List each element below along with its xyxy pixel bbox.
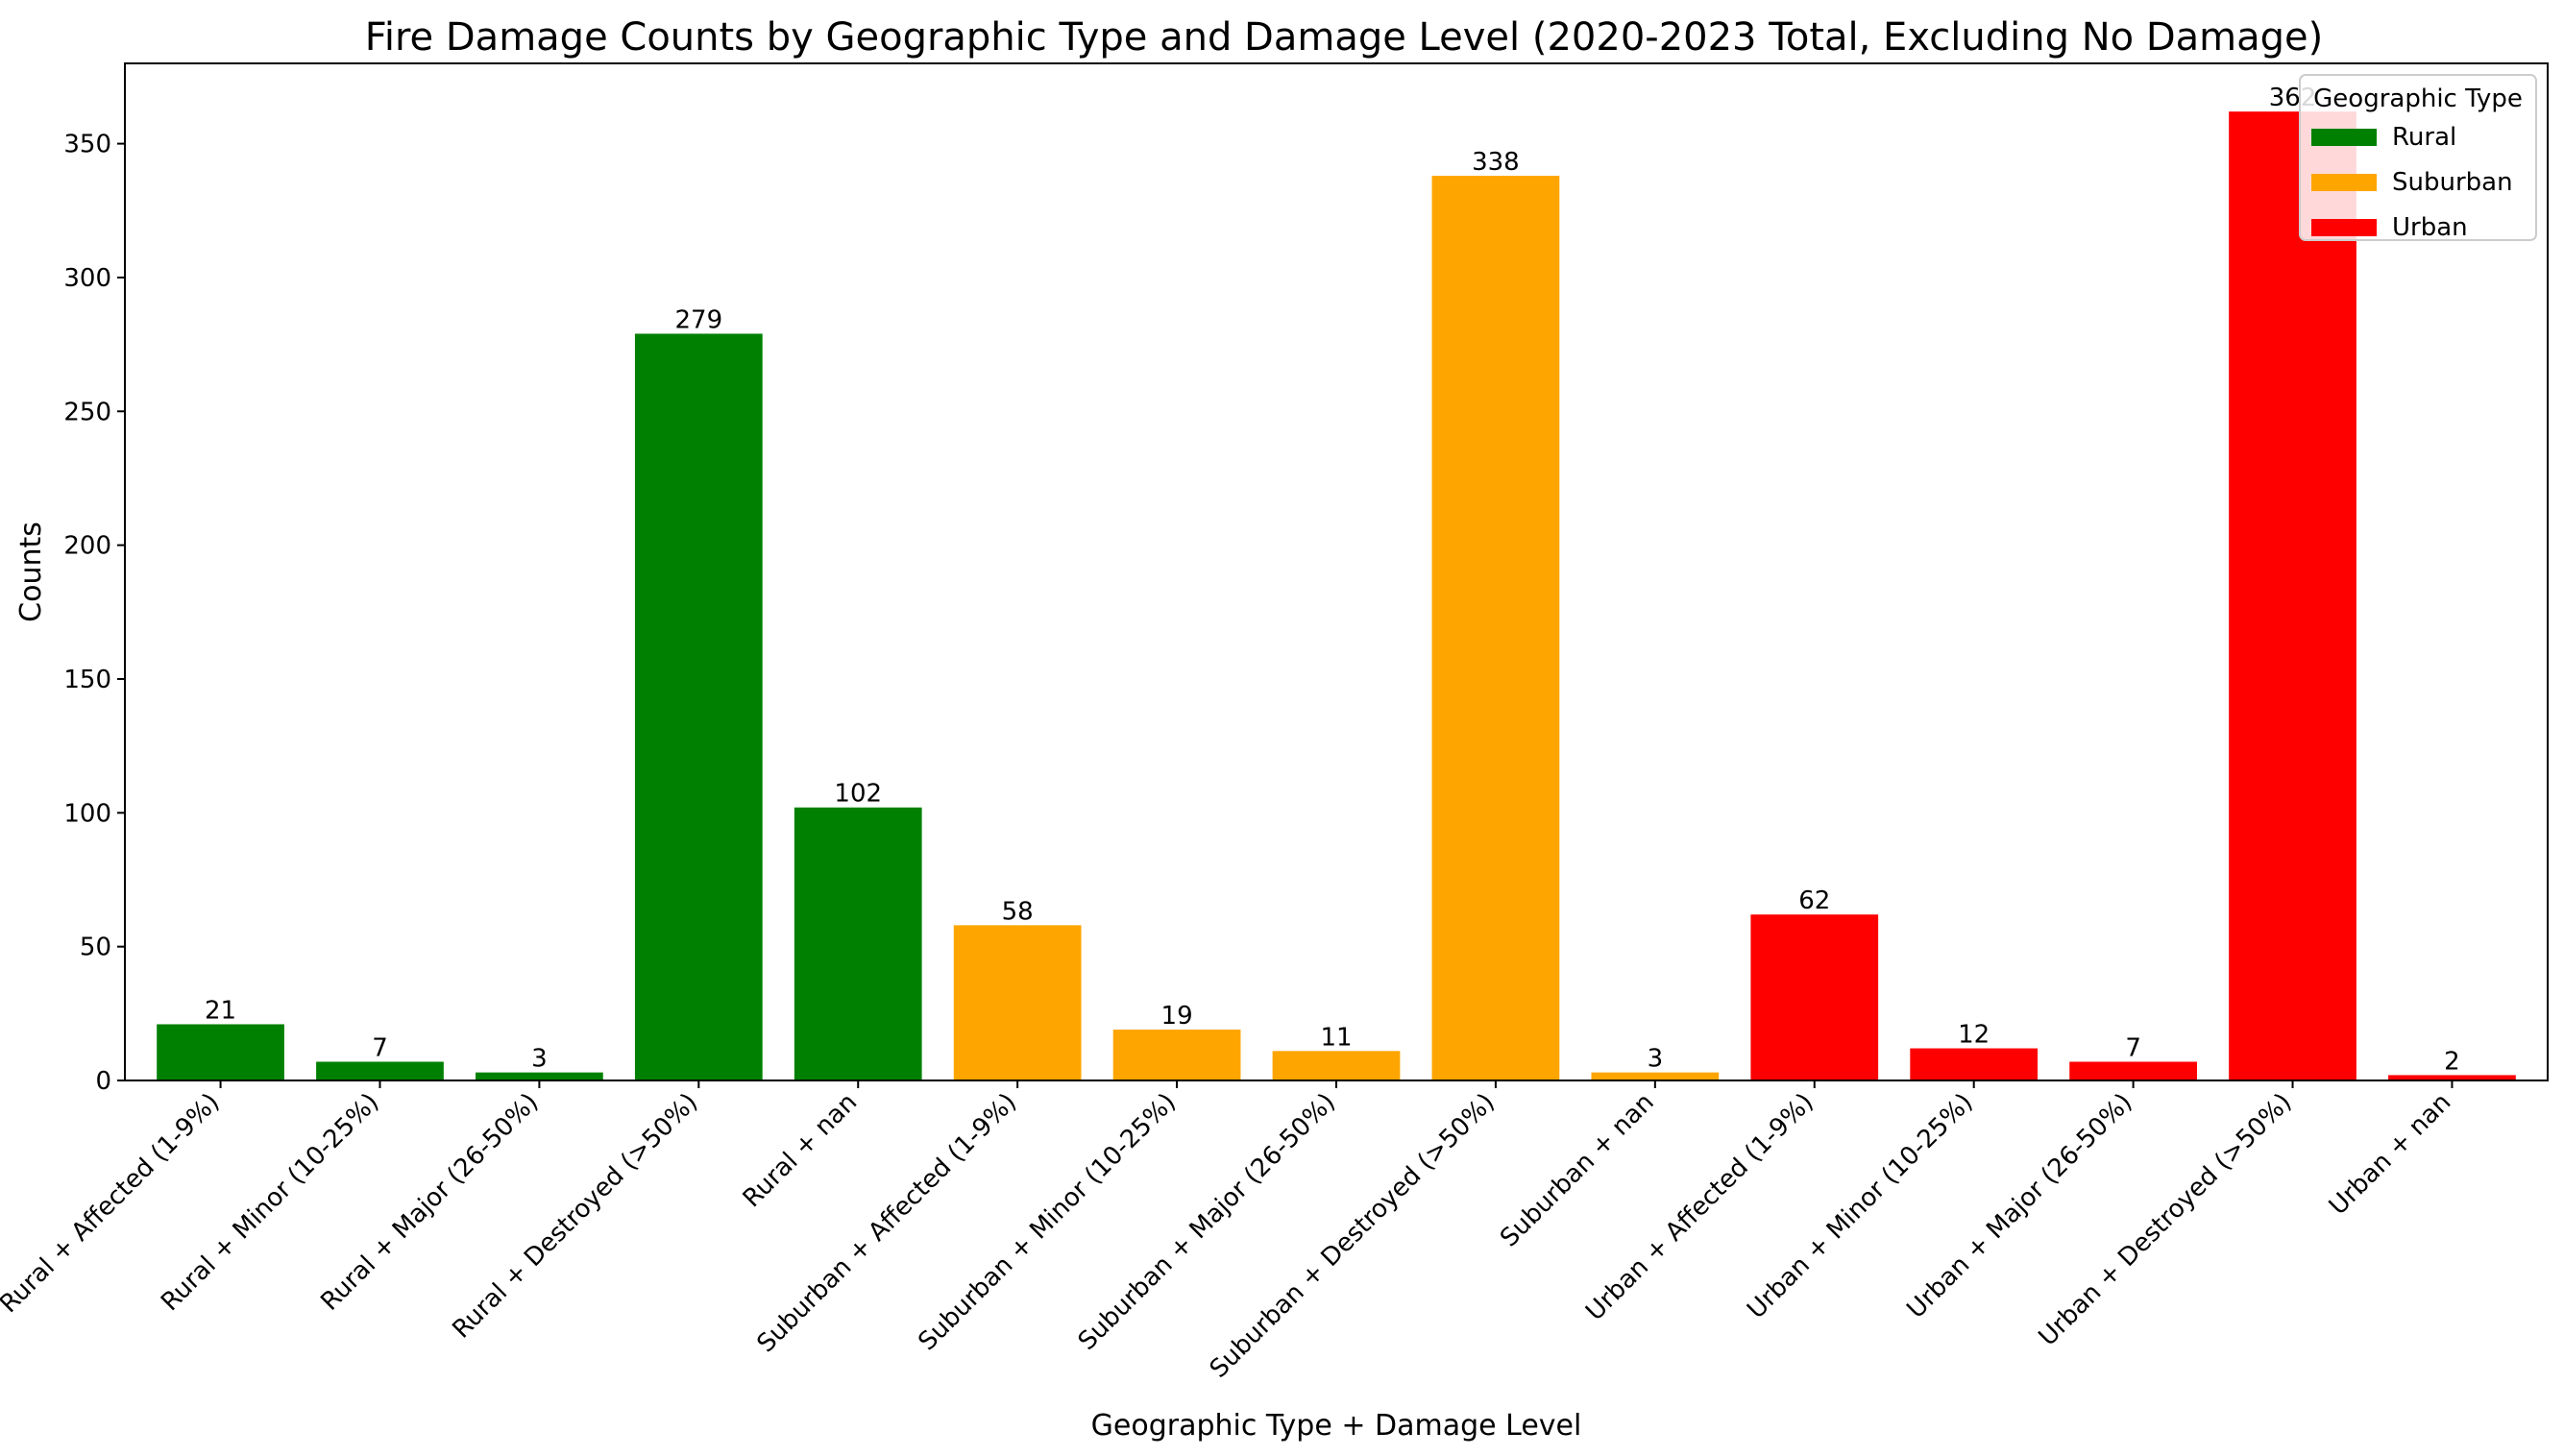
bar bbox=[157, 1024, 284, 1080]
x-tick-label: Suburban + Major (26-50%) bbox=[1073, 1088, 1341, 1356]
x-tick-label: Urban + nan bbox=[2324, 1088, 2456, 1221]
x-axis: Rural + Affected (1-9%)Rural + Minor (10… bbox=[0, 1080, 2456, 1384]
bar-value-label: 279 bbox=[674, 305, 722, 334]
bar bbox=[1750, 914, 1879, 1080]
bar-value-label: 19 bbox=[1161, 1002, 1193, 1031]
bars bbox=[157, 111, 2516, 1081]
y-axis: 0 50 100 150 200 250 300 350 bbox=[63, 131, 125, 1096]
bar bbox=[1112, 1030, 1241, 1080]
bar bbox=[794, 807, 922, 1080]
bar bbox=[1910, 1048, 2039, 1080]
x-tick-label: Urban + Destroyed (>50%) bbox=[2034, 1088, 2298, 1352]
x-tick-label: Suburban + Destroyed (>50%) bbox=[1205, 1088, 1501, 1384]
bar-value-label: 58 bbox=[1002, 897, 1034, 926]
bar-value-label: 12 bbox=[1958, 1021, 1990, 1050]
legend-entry-label: Rural bbox=[2392, 123, 2456, 152]
bar-value-label: 21 bbox=[205, 996, 236, 1025]
bar bbox=[2229, 111, 2356, 1081]
bar-value-label: 7 bbox=[372, 1033, 388, 1062]
bar-value-label: 7 bbox=[2125, 1033, 2141, 1062]
bar bbox=[316, 1061, 444, 1080]
y-tick-label: 50 bbox=[80, 934, 111, 962]
plot-frame bbox=[124, 62, 2549, 1081]
bar bbox=[2069, 1061, 2197, 1080]
x-tick-label: Suburban + Minor (10-25%) bbox=[913, 1088, 1182, 1357]
bar bbox=[1431, 176, 1560, 1080]
legend-entry-label: Urban bbox=[2392, 213, 2468, 242]
y-tick-label: 150 bbox=[63, 666, 111, 694]
y-tick-label: 250 bbox=[63, 398, 111, 426]
y-tick-label: 200 bbox=[63, 532, 111, 561]
bar-value-label: 11 bbox=[1320, 1023, 1352, 1052]
bar bbox=[1591, 1072, 1720, 1080]
bar-value-label: 3 bbox=[531, 1045, 548, 1074]
bar bbox=[953, 925, 1082, 1080]
y-tick-label: 300 bbox=[63, 264, 111, 293]
legend-swatch bbox=[2311, 129, 2377, 146]
chart-title: Fire Damage Counts by Geographic Type an… bbox=[365, 15, 2323, 60]
bar bbox=[476, 1072, 603, 1080]
y-tick-label: 0 bbox=[95, 1067, 111, 1096]
x-tick-label: Suburban + Affected (1-9%) bbox=[751, 1088, 1022, 1359]
legend-title: Geographic Type bbox=[2313, 85, 2523, 113]
bar-value-label: 3 bbox=[1648, 1045, 1664, 1074]
x-tick-label: Rural + nan bbox=[738, 1088, 863, 1213]
bar-value-label: 338 bbox=[1472, 148, 1520, 177]
legend-box bbox=[2299, 74, 2537, 241]
bar bbox=[1272, 1051, 1401, 1080]
legend: Geographic Type Rural Suburban Urban bbox=[2299, 74, 2537, 242]
y-tick-label: 100 bbox=[63, 799, 111, 828]
legend-swatch bbox=[2311, 219, 2377, 236]
bar bbox=[634, 333, 763, 1080]
bar-value-label: 2 bbox=[2444, 1047, 2460, 1076]
y-tick-label: 350 bbox=[63, 131, 111, 159]
bar bbox=[2388, 1075, 2516, 1080]
x-axis-label: Geographic Type + Damage Level bbox=[1091, 1409, 1582, 1443]
y-axis-label: Counts bbox=[14, 522, 48, 622]
bar-value-label: 62 bbox=[1798, 886, 1830, 915]
bar-value-label: 102 bbox=[834, 780, 882, 809]
x-tick-label: Suburban + nan bbox=[1495, 1088, 1660, 1253]
legend-swatch bbox=[2311, 174, 2377, 191]
legend-entry-label: Suburban bbox=[2392, 168, 2513, 197]
